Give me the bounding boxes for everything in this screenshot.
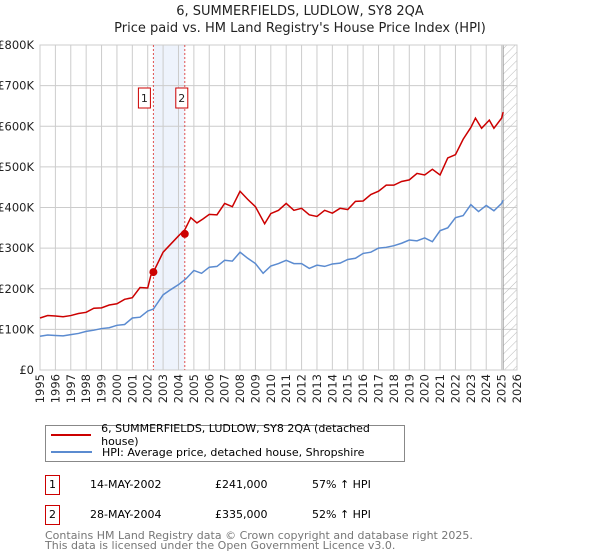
- sale-label-box: [175, 87, 189, 109]
- series-line: [39, 199, 504, 338]
- x-tick-label: 2011: [279, 374, 293, 403]
- x-tick-label: 2007: [218, 374, 232, 403]
- x-tick-label: 2000: [110, 374, 124, 403]
- y-tick-label: £100K: [0, 322, 34, 336]
- footer: Contains HM Land Registry data © Crown c…: [45, 529, 473, 552]
- marker-badge: 2: [45, 505, 60, 525]
- legend-label: HPI: Average price, detached house, Shro…: [102, 445, 365, 459]
- y-tick-label: £800K: [0, 38, 34, 52]
- copyright-text: Contains HM Land Registry data © Crown c…: [45, 529, 473, 542]
- blue-line-swatch: [51, 451, 92, 453]
- x-tick-label: 1997: [64, 374, 78, 403]
- price: £241,000: [215, 478, 268, 491]
- x-tick-label: 2001: [125, 374, 139, 403]
- x-tick-label: 2024: [479, 374, 493, 403]
- y-tick-label: £300K: [0, 241, 34, 255]
- x-tick-label: 2023: [464, 374, 478, 403]
- marker-badge: 1: [45, 475, 60, 495]
- legend-item-hpi: HPI: Average price, detached house, Shro…: [46, 444, 364, 460]
- chart-subtitle: Price paid vs. HM Land Registry's House …: [114, 21, 486, 36]
- x-tick-label: 2008: [233, 374, 247, 403]
- price-chart: 1995 1996 1997 1998 1999 2000 2001 2002 2003 2004…: [0, 38, 524, 403]
- x-tick-label: 2002: [141, 374, 155, 403]
- red-line-swatch: [51, 434, 92, 436]
- y-tick-label: £500K: [0, 160, 34, 174]
- x-tick-label: 2018: [387, 374, 401, 403]
- x-tick-label: 2010: [264, 374, 278, 403]
- sale-label: 2: [178, 92, 185, 105]
- x-tick-label: 2017: [372, 374, 386, 403]
- sale-point: [149, 268, 158, 277]
- hpi-change: 52% ↑ HPI: [312, 508, 371, 521]
- x-tick-label: 2021: [433, 374, 447, 403]
- x-tick-label: 2015: [341, 374, 355, 403]
- x-tick-label: 2004: [171, 374, 185, 403]
- x-tick-label: 2003: [156, 374, 170, 403]
- x-tick-label: 1998: [79, 374, 93, 403]
- x-tick-label: 2025: [495, 374, 509, 403]
- x-tick-label: 2016: [356, 374, 370, 403]
- x-tick-label: 2012: [295, 374, 309, 403]
- x-tick-label: 2014: [325, 374, 339, 403]
- x-tick-label: 2019: [402, 374, 416, 403]
- series-line: [39, 111, 504, 319]
- chart-title: 6, SUMMERFIELDS, LUDLOW, SY8 2QA: [176, 4, 424, 19]
- y-tick-label: £600K: [0, 119, 34, 133]
- y-tick-label: £400K: [0, 201, 34, 215]
- y-tick-label: £700K: [0, 79, 34, 93]
- x-tick-label: 1996: [48, 374, 62, 403]
- sale-label: 1: [141, 92, 148, 105]
- legend-label: 6, SUMMERFIELDS, LUDLOW, SY8 2QA (detach…: [101, 422, 370, 448]
- legend: 6, SUMMERFIELDS, LUDLOW, SY8 2QA (detach…: [45, 422, 405, 462]
- sale-point: [180, 229, 189, 238]
- date: 28-MAY-2004: [90, 508, 162, 521]
- plot-border: [39, 44, 518, 371]
- y-tick-label: £200K: [0, 282, 34, 296]
- x-tick-label: 2020: [418, 374, 432, 403]
- transaction-row: 1 14-MAY-2002 £241,000 57% ↑ HPI: [45, 475, 545, 495]
- x-tick-label: 2006: [202, 374, 216, 403]
- price: £335,000: [215, 508, 268, 521]
- x-tick-label: 1999: [95, 374, 109, 403]
- x-tick-label: 1995: [33, 374, 47, 403]
- sale-label-box: [137, 87, 151, 109]
- licence-text: This data is licensed under the Open Gov…: [45, 539, 396, 552]
- x-tick-label: 2026: [510, 374, 524, 403]
- x-tick-label: 2009: [248, 374, 262, 403]
- forecast-hatch: [502, 44, 518, 371]
- date: 14-MAY-2002: [90, 478, 162, 491]
- x-tick-label: 2022: [448, 374, 462, 403]
- y-tick-label: £0: [19, 363, 34, 377]
- transaction-row: 2 28-MAY-2004 £335,000 52% ↑ HPI: [45, 505, 545, 525]
- x-tick-label: 2005: [187, 374, 201, 403]
- hpi-change: 57% ↑ HPI: [312, 478, 371, 491]
- legend-item-property: 6, SUMMERFIELDS, LUDLOW, SY8 2QA (detach…: [46, 422, 404, 448]
- x-tick-label: 2013: [310, 374, 324, 403]
